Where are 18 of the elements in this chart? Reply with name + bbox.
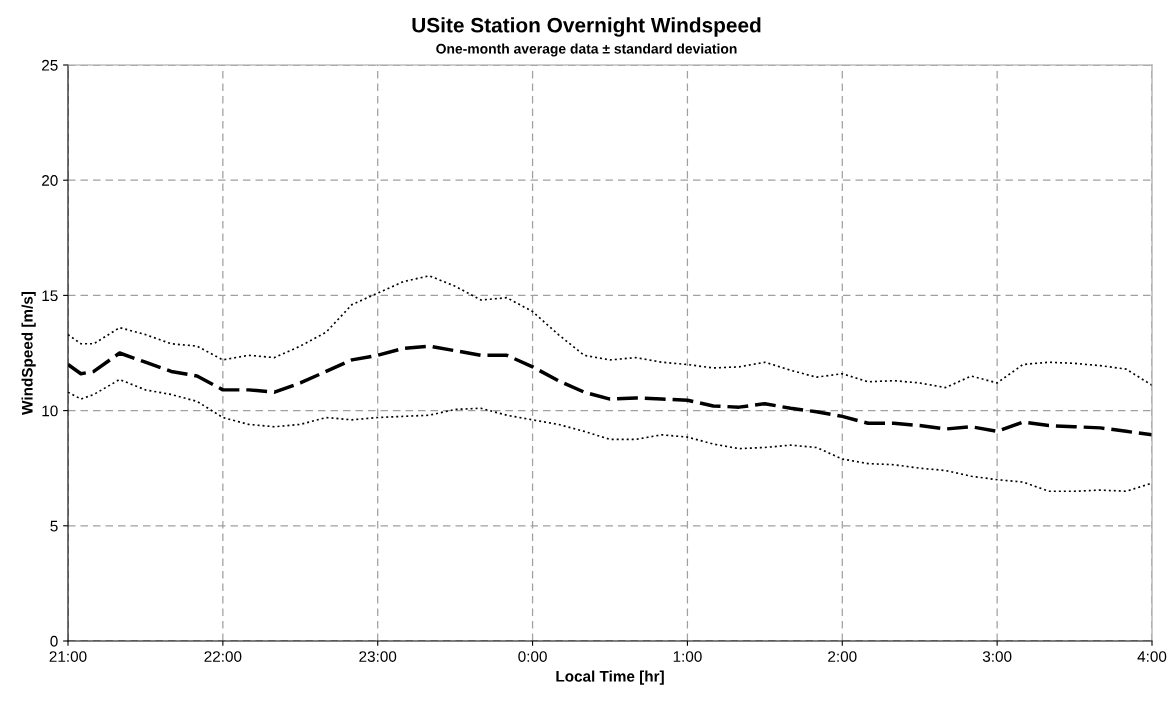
x-tick-label: 23:00 xyxy=(359,651,397,662)
y-tick-label: 5 xyxy=(50,520,58,532)
x-tick-label: 0:00 xyxy=(518,651,547,662)
y-tick-label: 10 xyxy=(42,405,58,417)
x-tick-label: 4:00 xyxy=(1137,651,1167,662)
x-tick-label: 1:00 xyxy=(673,651,702,662)
chart-title: USite Station Overnight Windspeed xyxy=(412,17,761,37)
x-tick-label: 2:00 xyxy=(828,651,857,662)
y-tick-label: 25 xyxy=(42,59,58,71)
y-tick-label: 0 xyxy=(50,635,58,647)
x-tick-label: 21:00 xyxy=(49,651,87,662)
y-tick-label: 20 xyxy=(42,175,58,186)
x-axis-title: Local Time [hr] xyxy=(556,670,664,685)
y-tick-label: 15 xyxy=(42,290,58,302)
y-axis-title: WindSpeed [m/s] xyxy=(21,291,36,415)
chart-subtitle: One-month average data ± standard deviation xyxy=(436,43,737,57)
x-tick-label: 3:00 xyxy=(982,651,1012,662)
x-tick-label: 22:00 xyxy=(204,651,242,662)
